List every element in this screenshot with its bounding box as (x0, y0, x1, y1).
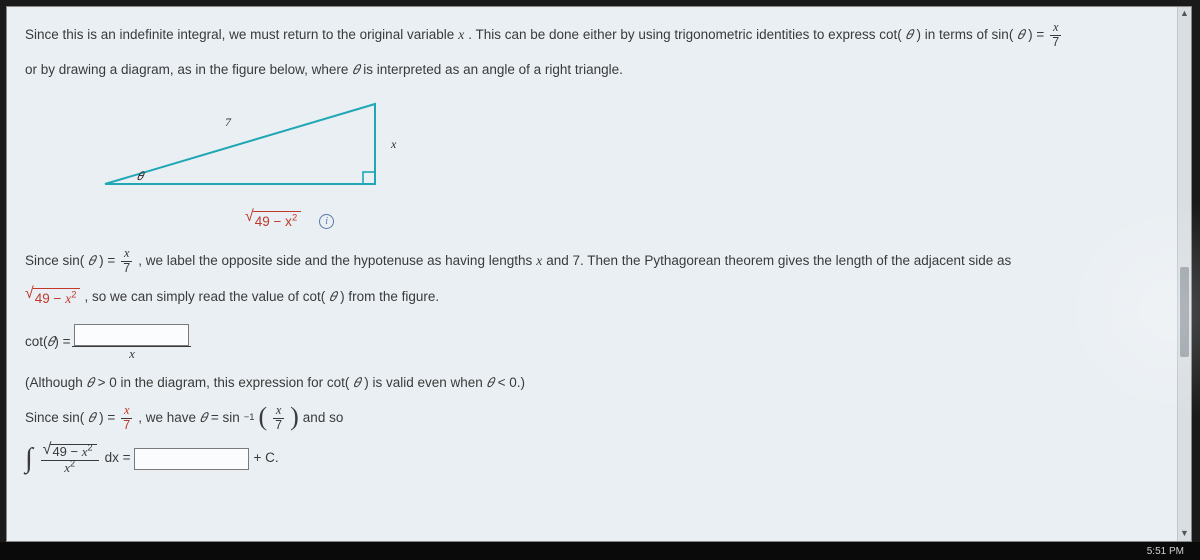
vertical-scrollbar[interactable]: ▲ ▼ (1177, 7, 1191, 541)
triangle-svg: 7 x 𝜃 (95, 90, 455, 220)
answer-blank[interactable] (74, 324, 189, 346)
integral-sign: ∫ (25, 445, 33, 473)
text: or by drawing a diagram, as in the figur… (25, 60, 348, 81)
info-icon[interactable]: i (319, 214, 334, 229)
text: Since this is an indefinite integral, we… (25, 25, 454, 46)
var-theta: 𝜃 (87, 373, 94, 394)
text: ) = (1028, 25, 1044, 46)
since-sin-para: Since sin( 𝜃 ) = x 7 , we label the oppo… (25, 247, 1173, 276)
cot-denominator: x (72, 346, 191, 361)
plus-c: + C. (253, 448, 278, 469)
var-theta: 𝜃 (48, 332, 55, 353)
var-x: x (536, 251, 542, 272)
fraction-den: 7 (1050, 35, 1061, 50)
fraction-x-over-7: x 7 (1050, 21, 1061, 50)
radicand: 49 − x2 (33, 288, 81, 310)
text: ) is valid even when (364, 373, 483, 394)
var-theta: 𝜃 (1017, 25, 1024, 46)
scroll-up-arrow[interactable]: ▲ (1178, 7, 1191, 21)
fraction-num: x (121, 247, 132, 261)
text: , we have (138, 408, 196, 429)
theta-label: 𝜃 (137, 169, 146, 183)
paren-close: ) (290, 407, 299, 428)
text: , so we can simply read the value of cot… (84, 287, 325, 308)
text: (Although (25, 373, 83, 394)
text: Since sin( (25, 251, 84, 272)
content-pane: Since this is an indefinite integral, we… (6, 6, 1192, 542)
text: ) = (54, 332, 70, 353)
answer-blank[interactable] (134, 448, 249, 470)
paren-open: ( (259, 407, 268, 428)
opposite-label: x (390, 137, 397, 151)
fraction-num: x (273, 404, 284, 418)
sqrt-49-x2: √ 49 − x2 (43, 442, 97, 459)
since-sin-2-para: Since sin( 𝜃 ) = x 7 , we have 𝜃 = sin−1… (25, 404, 1173, 433)
text: and so (303, 408, 344, 429)
integrand-num: √ 49 − x2 (41, 442, 99, 459)
adjacent-answer: √ 49 − x2 (245, 209, 301, 233)
dx-eq: dx = (105, 448, 131, 469)
text: ) = (99, 251, 115, 272)
integrand-den: x2 (41, 460, 99, 475)
fraction-x-over-7: x 7 (121, 247, 132, 276)
right-angle-box (363, 172, 375, 184)
var-theta: 𝜃 (906, 25, 913, 46)
text: = sin (211, 408, 240, 429)
sqrt-49-x2: √ 49 − x2 (25, 286, 80, 310)
scroll-down-arrow[interactable]: ▼ (1178, 527, 1191, 541)
integral-line: ∫ √ 49 − x2 x2 dx = + C. (25, 442, 1173, 475)
fraction-num: x (1050, 21, 1061, 35)
var-theta: 𝜃 (88, 251, 95, 272)
fraction-den: 7 (121, 261, 132, 276)
fraction-den: 7 (273, 418, 284, 433)
fraction-x-over-7: x 7 (121, 404, 132, 433)
taskbar: 5:51 PM (0, 542, 1200, 560)
text: Since sin( (25, 408, 84, 429)
radicand: 49 − x2 (253, 211, 301, 233)
text: ) from the figure. (340, 287, 439, 308)
text: is interpreted as an angle of a right tr… (363, 60, 623, 81)
fraction-den: 7 (121, 418, 132, 433)
intro-para-2: or by drawing a diagram, as in the figur… (25, 60, 1173, 81)
taskbar-clock: 5:51 PM (1147, 546, 1184, 557)
sqrt-line: √ 49 − x2 , so we can simply read the va… (25, 286, 1173, 310)
var-x: x (458, 25, 464, 46)
text: > 0 in the diagram, this expression for … (98, 373, 350, 394)
fraction-num: x (121, 404, 132, 418)
var-theta: 𝜃 (487, 373, 494, 394)
text: ) in terms of sin( (917, 25, 1014, 46)
text: . This can be done either by using trigo… (468, 25, 901, 46)
triangle-shape (105, 104, 375, 184)
var-theta: 𝜃 (88, 408, 95, 429)
var-theta: 𝜃 (352, 60, 359, 81)
text: ) = (99, 408, 115, 429)
var-theta: 𝜃 (329, 287, 336, 308)
cot-equation: cot( 𝜃 ) = x (25, 324, 1173, 361)
text: cot( (25, 332, 48, 353)
cot-fraction: x (72, 324, 191, 361)
text: , we label the opposite side and the hyp… (138, 251, 532, 272)
text: < 0.) (498, 373, 525, 394)
integrand-fraction: √ 49 − x2 x2 (41, 442, 99, 475)
cot-numerator-blank (72, 324, 191, 346)
intro-para-1: Since this is an indefinite integral, we… (25, 21, 1173, 50)
fraction-x-over-7: x 7 (273, 404, 284, 433)
var-theta: 𝜃 (353, 373, 360, 394)
scrollbar-thumb[interactable] (1180, 267, 1189, 357)
hypotenuse-label: 7 (225, 115, 232, 129)
var-theta: 𝜃 (200, 408, 207, 429)
although-para: (Although 𝜃 > 0 in the diagram, this exp… (25, 373, 1173, 394)
triangle-figure: 7 x 𝜃 √ 49 − x2 i (95, 90, 1173, 233)
text: and 7. Then the Pythagorean theorem give… (546, 251, 1011, 272)
